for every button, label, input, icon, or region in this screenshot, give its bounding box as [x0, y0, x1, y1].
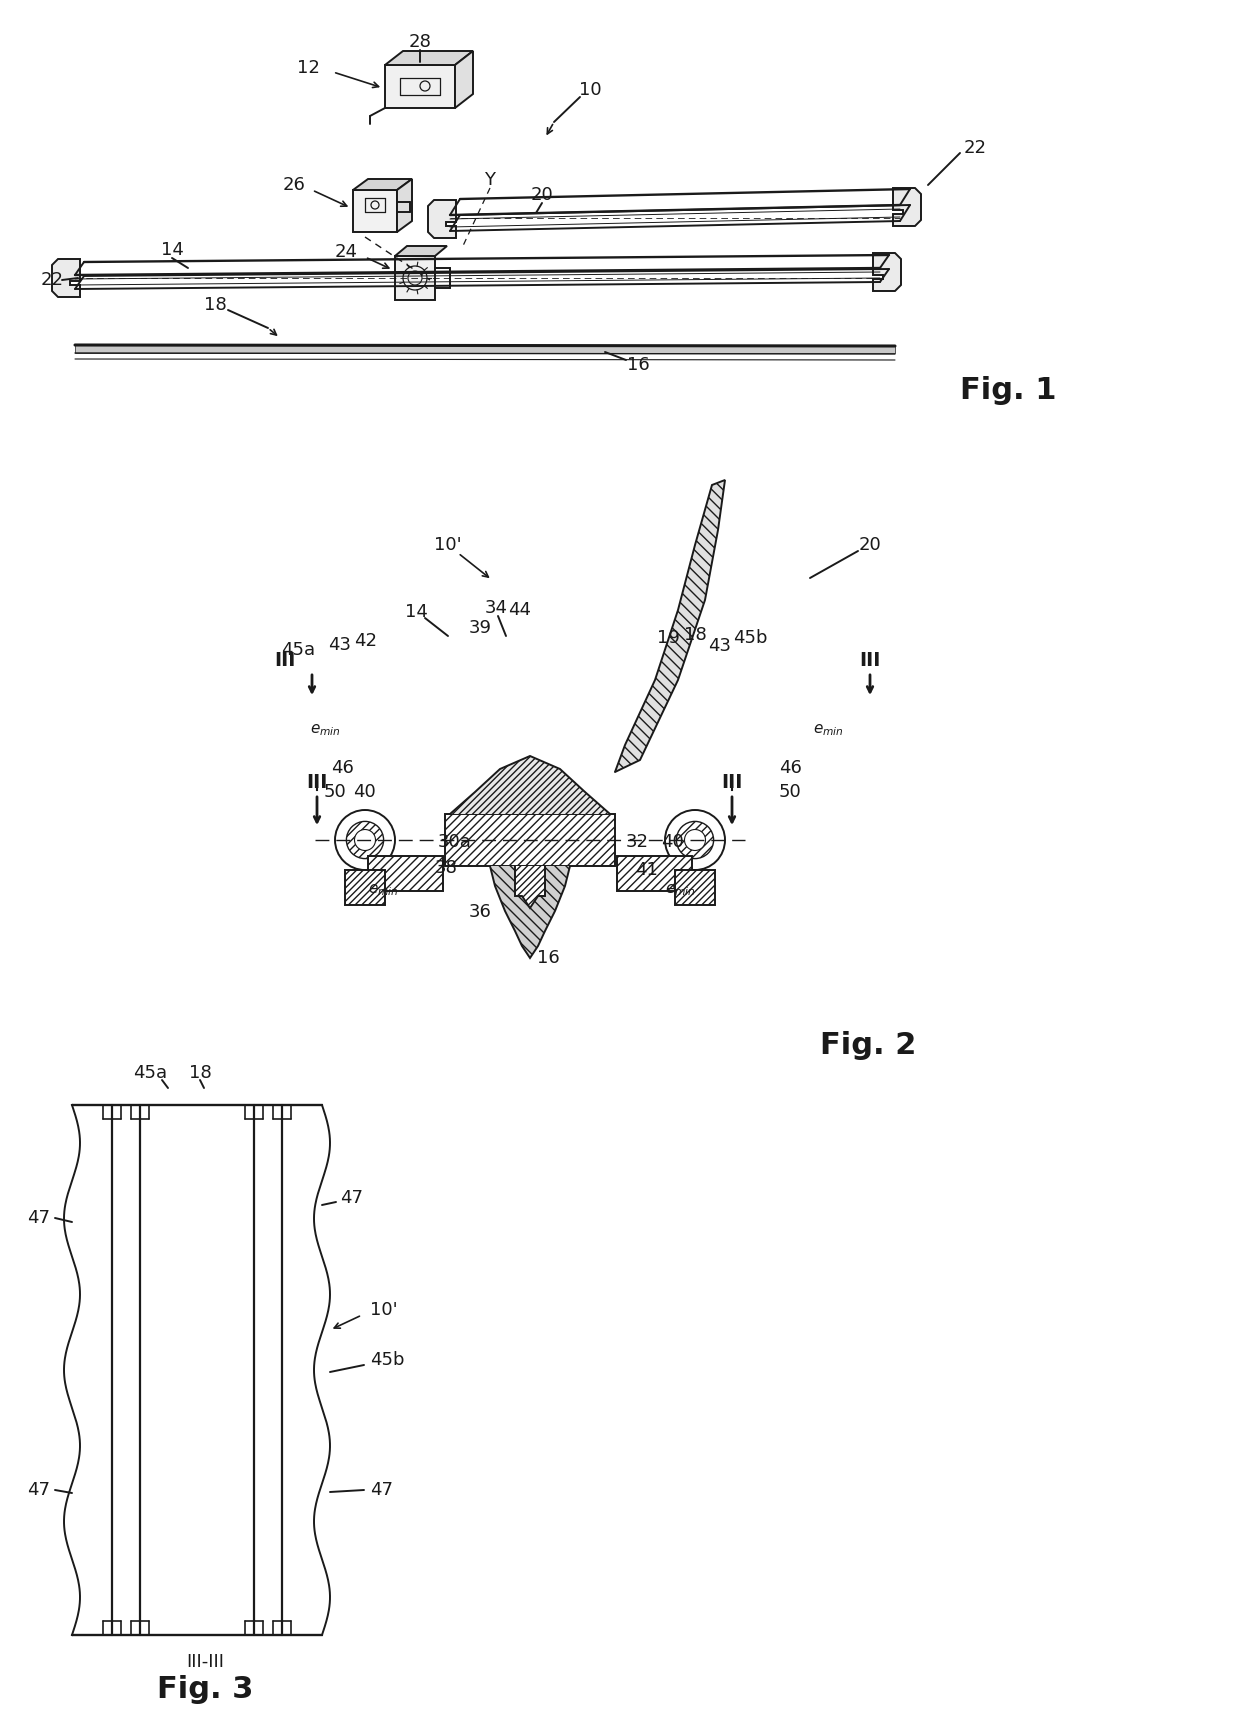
- Polygon shape: [353, 190, 397, 233]
- Text: 40: 40: [661, 834, 683, 851]
- Bar: [281, 1104, 322, 1635]
- Text: 12: 12: [298, 58, 320, 77]
- Text: 22: 22: [41, 270, 63, 289]
- Circle shape: [335, 810, 396, 870]
- Bar: [72, 1104, 112, 1635]
- Polygon shape: [397, 180, 412, 233]
- Bar: [140, 1104, 254, 1635]
- Polygon shape: [490, 866, 570, 959]
- Bar: [254, 1104, 281, 1635]
- Circle shape: [676, 822, 713, 859]
- Text: $e_{min}$: $e_{min}$: [665, 882, 696, 897]
- Circle shape: [355, 830, 376, 851]
- Text: 47: 47: [27, 1481, 50, 1500]
- Text: III-III: III-III: [186, 1654, 224, 1671]
- Text: 32: 32: [625, 834, 649, 851]
- Text: 36: 36: [469, 902, 491, 921]
- Text: 45b: 45b: [370, 1351, 404, 1370]
- Text: 14: 14: [404, 603, 428, 621]
- Text: 28: 28: [408, 33, 432, 51]
- Polygon shape: [873, 253, 901, 291]
- Text: Y: Y: [485, 171, 496, 188]
- Text: Fig. 2: Fig. 2: [820, 1031, 916, 1060]
- Text: 41: 41: [635, 861, 657, 878]
- Polygon shape: [396, 257, 435, 300]
- Text: 38: 38: [434, 859, 458, 877]
- Polygon shape: [450, 757, 610, 813]
- Text: $e_{min}$: $e_{min}$: [310, 722, 341, 738]
- Bar: [368, 856, 443, 890]
- Text: 46: 46: [779, 758, 801, 777]
- Text: 24: 24: [335, 243, 358, 260]
- Text: 26: 26: [283, 176, 305, 193]
- Text: 45b: 45b: [733, 628, 768, 647]
- Text: $e_{min}$: $e_{min}$: [367, 882, 398, 897]
- Text: 20: 20: [531, 187, 553, 204]
- Polygon shape: [345, 870, 384, 906]
- Text: 50: 50: [779, 782, 801, 801]
- Text: 16: 16: [537, 948, 559, 967]
- Text: 22: 22: [963, 139, 987, 158]
- Text: 47: 47: [370, 1481, 393, 1500]
- Circle shape: [684, 830, 706, 851]
- Text: 47: 47: [27, 1209, 50, 1228]
- Polygon shape: [396, 247, 446, 257]
- Polygon shape: [893, 188, 921, 226]
- Text: 19: 19: [656, 628, 680, 647]
- Text: 45a: 45a: [133, 1063, 167, 1082]
- Text: 16: 16: [626, 356, 650, 373]
- Text: 50: 50: [324, 782, 346, 801]
- Text: 39: 39: [469, 620, 491, 637]
- Text: 30a: 30a: [438, 834, 472, 851]
- Text: $e_{min}$: $e_{min}$: [812, 722, 843, 738]
- Text: 10': 10': [434, 536, 461, 555]
- Text: 14: 14: [160, 241, 184, 259]
- Text: III: III: [859, 651, 880, 669]
- Text: Fig. 1: Fig. 1: [960, 375, 1056, 404]
- Polygon shape: [384, 51, 472, 65]
- Text: Fig. 3: Fig. 3: [156, 1676, 253, 1705]
- Text: III: III: [722, 772, 743, 791]
- Circle shape: [665, 810, 725, 870]
- Text: 34: 34: [485, 599, 507, 616]
- Text: 40: 40: [352, 782, 376, 801]
- Text: 18: 18: [683, 627, 707, 644]
- Text: 46: 46: [331, 758, 353, 777]
- Bar: [445, 813, 615, 866]
- Text: 47: 47: [340, 1190, 363, 1207]
- Polygon shape: [52, 259, 81, 296]
- Text: 20: 20: [858, 536, 882, 555]
- Polygon shape: [675, 870, 715, 906]
- Text: 44: 44: [508, 601, 532, 620]
- Bar: [112, 1104, 140, 1635]
- Text: 42: 42: [355, 632, 377, 651]
- Polygon shape: [353, 180, 412, 190]
- Text: III: III: [306, 772, 327, 791]
- Circle shape: [346, 822, 383, 859]
- Text: 10: 10: [579, 80, 601, 99]
- Text: 43: 43: [708, 637, 732, 656]
- Text: III: III: [274, 651, 295, 669]
- Text: 18: 18: [203, 296, 227, 313]
- Polygon shape: [384, 65, 455, 108]
- Text: 10': 10': [370, 1301, 398, 1318]
- Text: 18: 18: [188, 1063, 211, 1082]
- Polygon shape: [615, 479, 725, 772]
- Text: 43: 43: [329, 635, 351, 654]
- Polygon shape: [515, 866, 546, 907]
- Polygon shape: [455, 51, 472, 108]
- Bar: [74, 346, 895, 353]
- Bar: [618, 856, 692, 890]
- Text: 45a: 45a: [281, 640, 315, 659]
- Polygon shape: [428, 200, 456, 238]
- Bar: [140, 1104, 254, 1635]
